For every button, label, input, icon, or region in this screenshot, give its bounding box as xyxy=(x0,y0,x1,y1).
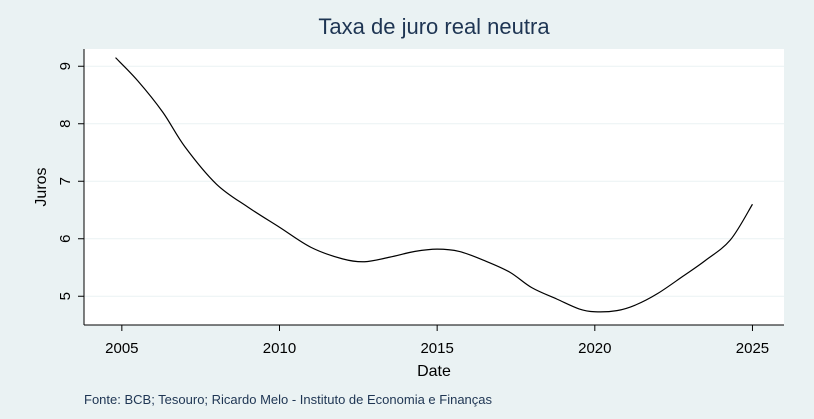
series-line-juros xyxy=(115,57,753,313)
x-tick-label-2005: 2005 xyxy=(105,340,138,357)
x-tick-label-2025: 2025 xyxy=(736,340,769,357)
y-tick-label-5: 5 xyxy=(57,292,74,300)
y-tick-label-7: 7 xyxy=(57,177,74,185)
ticks: 5 6 7 8 9 2005 2010 2015 2020 2025 xyxy=(57,62,769,357)
y-axis-title: Juros xyxy=(33,167,50,206)
y-tick-label-8: 8 xyxy=(57,120,74,128)
source-note: Fonte: BCB; Tesouro; Ricardo Melo - Inst… xyxy=(84,392,493,407)
y-tick-label-6: 6 xyxy=(57,235,74,243)
series xyxy=(115,57,753,313)
x-tick-label-2010: 2010 xyxy=(263,340,296,357)
y-tick-label-9: 9 xyxy=(57,62,74,70)
chart-title: Taxa de juro real neutra xyxy=(318,14,550,39)
x-axis-title: Date xyxy=(417,363,451,380)
plot-area xyxy=(84,49,784,325)
x-tick-label-2020: 2020 xyxy=(578,340,611,357)
x-tick-label-2015: 2015 xyxy=(420,340,453,357)
axes xyxy=(83,49,784,326)
grid-lines xyxy=(84,65,784,297)
